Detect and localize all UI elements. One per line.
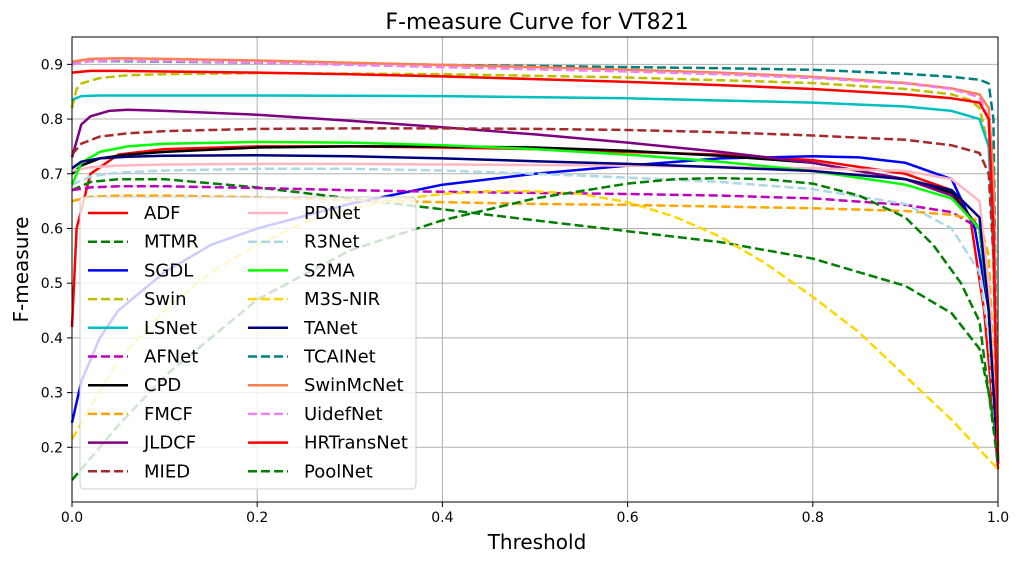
legend-label-pdnet: PDNet: [304, 203, 360, 224]
x-axis-label: Threshold: [487, 530, 587, 554]
y-tick-label: 0.8: [41, 112, 63, 128]
legend-label-mied: MIED: [144, 461, 190, 482]
y-tick-label: 0.6: [41, 221, 63, 237]
series-line-s2ma: [70, 140, 1000, 464]
legend-label-hrtransnet: HRTransNet: [304, 433, 408, 454]
series-line-hrtransnet: [71, 69, 1000, 464]
legend-label-swinmcnet: SwinMcNet: [304, 375, 404, 396]
axis-ticks: 0.0 0.2 0.4 0.6 0.8 1.0 0.2 0.3 0.4 0.5 0.6 0.7 0.8 0…: [41, 57, 1009, 526]
y-tick-label: 0.4: [41, 331, 63, 347]
legend-label-sgdl: SGDL: [144, 260, 193, 281]
series-line-mied: [71, 127, 1000, 464]
series-line-fmcf: [71, 194, 1000, 464]
series-line-r3net: [71, 167, 1000, 464]
legend-label-lsnet: LSNet: [144, 318, 197, 339]
y-tick-label: 0.3: [41, 386, 63, 402]
legend-label-m3s-nir: M3S-NIR: [304, 289, 380, 310]
series-line-lsnet: [71, 94, 1000, 448]
plot-frame: [71, 36, 999, 503]
legend: ADF MTMR SGDL Swin LSNet AFNet CPD FMCF JLDCF MIE…: [79, 196, 417, 490]
x-tick-label: 0.6: [616, 510, 638, 526]
series-line-poolnet: [71, 176, 1000, 481]
x-tick-label: 0.4: [431, 510, 453, 526]
series-line-mtmr: [71, 177, 1000, 448]
series-line-jldcf: [70, 108, 1000, 464]
x-tick-label: 0.8: [802, 510, 824, 526]
x-tick-label: 0.0: [61, 510, 83, 526]
x-tick-label: 1.0: [987, 510, 1009, 526]
series-line-pdnet: [71, 162, 1000, 464]
y-tick-label: 0.5: [41, 276, 63, 292]
legend-label-r3net: R3Net: [304, 232, 360, 253]
legend-label-mtmr: MTMR: [144, 232, 199, 253]
legend-label-swin: Swin: [144, 289, 187, 310]
legend-label-cpd: CPD: [144, 375, 181, 396]
series-line-swinmcnet: [71, 57, 1000, 464]
y-axis-label: F-measure: [9, 217, 33, 323]
legend-label-adf: ADF: [144, 203, 181, 224]
y-tick-label: 0.7: [41, 167, 63, 183]
series-line-tanet: [71, 153, 1000, 464]
chart-title: F-measure Curve for VT821: [385, 10, 688, 35]
legend-label-afnet: AFNet: [144, 347, 198, 368]
x-tick-label: 0.2: [246, 510, 268, 526]
series-line-tcainet: [71, 59, 1000, 464]
y-tick-label: 0.9: [41, 57, 63, 73]
series-line-swin: [70, 71, 1000, 448]
legend-label-s2ma: S2MA: [304, 260, 355, 281]
legend-label-fmcf: FMCF: [144, 404, 193, 425]
y-tick-label: 0.2: [41, 440, 63, 456]
legend-label-tcainet: TCAINet: [303, 347, 376, 368]
legend-label-tanet: TANet: [303, 318, 358, 339]
legend-label-uidefnet: UidefNet: [304, 404, 383, 425]
series-line-uidefnet: [71, 59, 1000, 464]
legend-label-jldcf: JLDCF: [143, 433, 196, 454]
legend-box: [79, 196, 417, 490]
legend-label-poolnet: PoolNet: [304, 461, 373, 482]
